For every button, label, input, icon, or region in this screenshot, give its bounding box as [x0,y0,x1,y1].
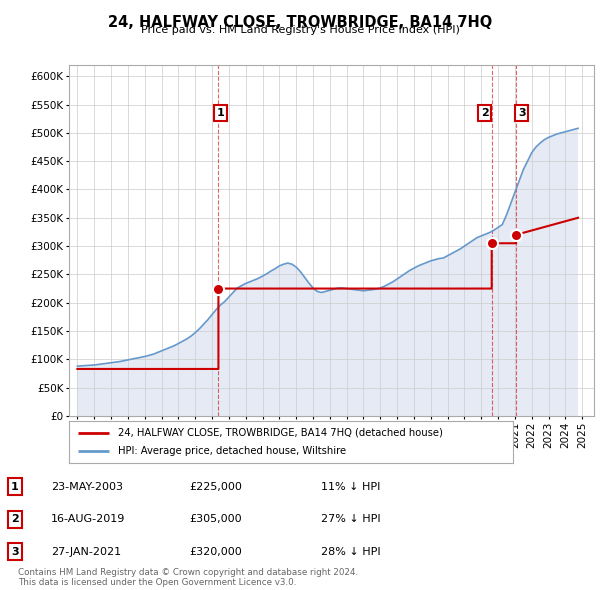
Text: Contains HM Land Registry data © Crown copyright and database right 2024.: Contains HM Land Registry data © Crown c… [18,568,358,577]
Text: 16-AUG-2019: 16-AUG-2019 [51,514,125,524]
Text: £225,000: £225,000 [189,482,242,491]
Text: 3: 3 [11,547,19,556]
Text: This data is licensed under the Open Government Licence v3.0.: This data is licensed under the Open Gov… [18,578,296,587]
Text: 28% ↓ HPI: 28% ↓ HPI [321,547,380,556]
Text: 24, HALFWAY CLOSE, TROWBRIDGE, BA14 7HQ (detached house): 24, HALFWAY CLOSE, TROWBRIDGE, BA14 7HQ … [118,428,443,438]
Text: 11% ↓ HPI: 11% ↓ HPI [321,482,380,491]
Text: £305,000: £305,000 [189,514,242,524]
Text: 2: 2 [11,514,19,524]
Text: 3: 3 [518,108,526,118]
Text: 2: 2 [481,108,488,118]
Text: 1: 1 [217,108,224,118]
Text: 27% ↓ HPI: 27% ↓ HPI [321,514,380,524]
Text: 1: 1 [11,482,19,491]
Text: 23-MAY-2003: 23-MAY-2003 [51,482,123,491]
Text: £320,000: £320,000 [189,547,242,556]
Text: 24, HALFWAY CLOSE, TROWBRIDGE, BA14 7HQ: 24, HALFWAY CLOSE, TROWBRIDGE, BA14 7HQ [108,15,492,30]
Text: HPI: Average price, detached house, Wiltshire: HPI: Average price, detached house, Wilt… [118,446,346,456]
Text: 27-JAN-2021: 27-JAN-2021 [51,547,121,556]
Text: Price paid vs. HM Land Registry's House Price Index (HPI): Price paid vs. HM Land Registry's House … [140,25,460,35]
